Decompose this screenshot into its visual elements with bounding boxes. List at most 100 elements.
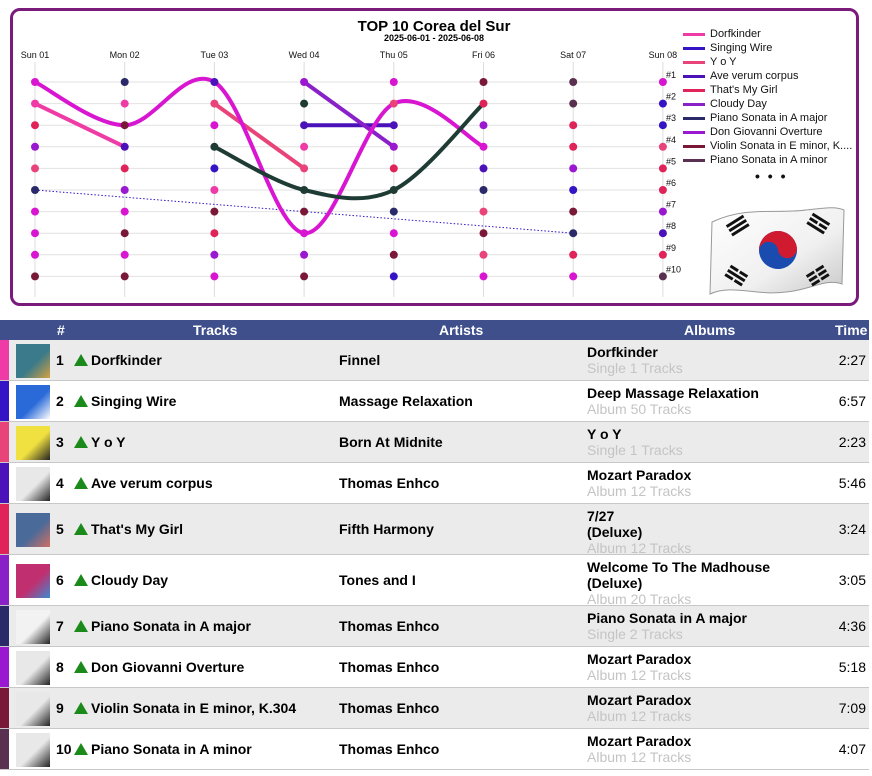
chart-point	[389, 164, 398, 173]
track-title[interactable]: Y o Y	[91, 434, 126, 450]
chart-point	[210, 99, 219, 108]
row-rank: 1	[56, 352, 64, 368]
table-row[interactable]: 5 That's My Girl Fifth Harmony 7/27 (Deluxe)…	[0, 504, 869, 556]
table-row[interactable]: 6 Cloudy Day Tones and I Welcome To The Mad…	[0, 555, 869, 607]
album-title[interactable]: (Deluxe)	[587, 575, 643, 591]
chart-point	[569, 99, 578, 108]
artist-name[interactable]: Thomas Enhco	[339, 700, 440, 716]
legend-swatch	[683, 102, 705, 106]
chart-point	[389, 142, 398, 151]
album-title[interactable]: Y o Y	[587, 426, 622, 442]
artist-name[interactable]: Thomas Enhco	[339, 618, 440, 634]
album-title[interactable]: Mozart Paradox	[587, 467, 692, 483]
track-title[interactable]: Cloudy Day	[91, 572, 169, 588]
track-duration: 3:24	[838, 521, 866, 537]
track-duration: 4:07	[838, 741, 866, 757]
album-art-thumbnail[interactable]	[16, 609, 50, 644]
album-title[interactable]: Dorfkinder	[587, 344, 658, 360]
chart-point	[31, 186, 39, 194]
track-title[interactable]: Ave verum corpus	[91, 475, 213, 491]
track-title[interactable]: Piano Sonata in A minor	[91, 741, 252, 757]
track-title[interactable]: That's My Girl	[91, 521, 184, 537]
row-color-stripe	[0, 381, 9, 421]
legend-swatch	[683, 144, 705, 148]
table-row[interactable]: 9 Violin Sonata in E minor, K.304 Thomas E…	[0, 688, 869, 729]
legend-item: That's My Girl	[683, 83, 858, 97]
album-title[interactable]: Mozart Paradox	[587, 733, 692, 749]
album-title[interactable]: Mozart Paradox	[587, 692, 692, 708]
table-row[interactable]: 3 Y o Y Born At Midnite Y o Y Single 1 Track…	[0, 422, 869, 463]
up-arrow-icon	[74, 574, 88, 586]
row-color-stripe	[0, 340, 9, 380]
artist-name[interactable]: Massage Relaxation	[339, 393, 473, 409]
artist-name[interactable]: Finnel	[339, 352, 381, 368]
artist-name[interactable]: Tones and I	[339, 572, 416, 588]
chart-point	[658, 142, 667, 151]
track-title[interactable]: Violin Sonata in E minor, K.304	[91, 700, 297, 716]
album-art-thumbnail[interactable]	[16, 732, 50, 767]
album-title[interactable]: Mozart Paradox	[587, 651, 692, 667]
chart-point	[658, 121, 667, 130]
chart-point	[479, 229, 488, 238]
table-row[interactable]: 1 Dorfkinder Finnel Dorfkinder Single 1 Trac…	[0, 340, 869, 381]
up-arrow-icon	[74, 436, 88, 448]
up-arrow-icon	[74, 523, 88, 535]
track-title[interactable]: Dorfkinder	[91, 352, 162, 368]
album-art-thumbnail[interactable]	[16, 343, 50, 378]
artist-name[interactable]: Thomas Enhco	[339, 475, 440, 491]
album-title[interactable]: Deep Massage Relaxation	[587, 385, 759, 401]
album-art-thumbnail[interactable]	[16, 650, 50, 685]
chart-point	[300, 229, 309, 238]
row-rank: 9	[56, 700, 64, 716]
chart-point	[300, 164, 309, 173]
up-arrow-icon	[74, 620, 88, 632]
legend-swatch	[683, 158, 705, 162]
x-tick-label: Mon 02	[110, 50, 140, 60]
top-tracks-table: # Tracks Artists Albums Time 1 Dorfkinder…	[0, 320, 869, 770]
track-duration: 2:23	[838, 434, 866, 450]
row-rank: 3	[56, 434, 64, 450]
row-color-stripe	[0, 504, 9, 554]
album-title[interactable]: Piano Sonata in A major	[587, 610, 747, 626]
track-title[interactable]: Don Giovanni Overture	[91, 659, 245, 675]
rank-label: #4	[666, 135, 676, 145]
artist-name[interactable]: Thomas Enhco	[339, 741, 440, 757]
header-artists: Artists	[439, 322, 484, 338]
album-meta: Album 12 Tracks	[587, 540, 692, 556]
album-art-thumbnail[interactable]	[16, 425, 50, 460]
album-art-thumbnail[interactable]	[16, 384, 50, 419]
table-row[interactable]: 7 Piano Sonata in A major Thomas Enhco Pian…	[0, 606, 869, 647]
chart-point	[479, 207, 488, 216]
track-title[interactable]: Piano Sonata in A major	[91, 618, 251, 634]
album-art-thumbnail[interactable]	[16, 512, 50, 547]
up-arrow-icon	[74, 661, 88, 673]
table-row[interactable]: 4 Ave verum corpus Thomas Enhco Mozart Para…	[0, 463, 869, 504]
table-body: 1 Dorfkinder Finnel Dorfkinder Single 1 Trac…	[0, 340, 869, 770]
album-title[interactable]: (Deluxe)	[587, 524, 643, 540]
chart-point	[31, 121, 39, 130]
table-row[interactable]: 2 Singing Wire Massage Relaxation Deep Mass…	[0, 381, 869, 422]
x-tick-label: Sat 07	[560, 50, 586, 60]
rank-label: #9	[666, 243, 676, 253]
table-row[interactable]: 10 Piano Sonata in A minor Thomas Enhco Moz…	[0, 729, 869, 770]
chart-point	[389, 99, 398, 108]
chart-point	[389, 78, 398, 86]
album-meta: Album 12 Tracks	[587, 667, 692, 683]
artist-name[interactable]: Thomas Enhco	[339, 659, 440, 675]
album-title[interactable]: 7/27	[587, 508, 615, 524]
album-art-thumbnail[interactable]	[16, 691, 50, 726]
album-title[interactable]: Welcome To The Madhouse	[587, 559, 771, 575]
album-art-thumbnail[interactable]	[16, 466, 50, 501]
artist-name[interactable]: Born At Midnite	[339, 434, 443, 450]
x-tick-label: Wed 04	[289, 50, 320, 60]
legend-item: Singing Wire	[683, 41, 858, 55]
track-title[interactable]: Singing Wire	[91, 393, 177, 409]
table-row[interactable]: 8 Don Giovanni Overture Thomas Enhco Mozart…	[0, 647, 869, 688]
chart-point	[389, 186, 398, 194]
album-info: Y o Y Single 1 Tracks	[587, 426, 683, 458]
chart-point	[300, 207, 309, 216]
artist-name[interactable]: Fifth Harmony	[339, 521, 434, 537]
chart-point	[569, 78, 578, 86]
album-art-thumbnail[interactable]	[16, 563, 50, 598]
